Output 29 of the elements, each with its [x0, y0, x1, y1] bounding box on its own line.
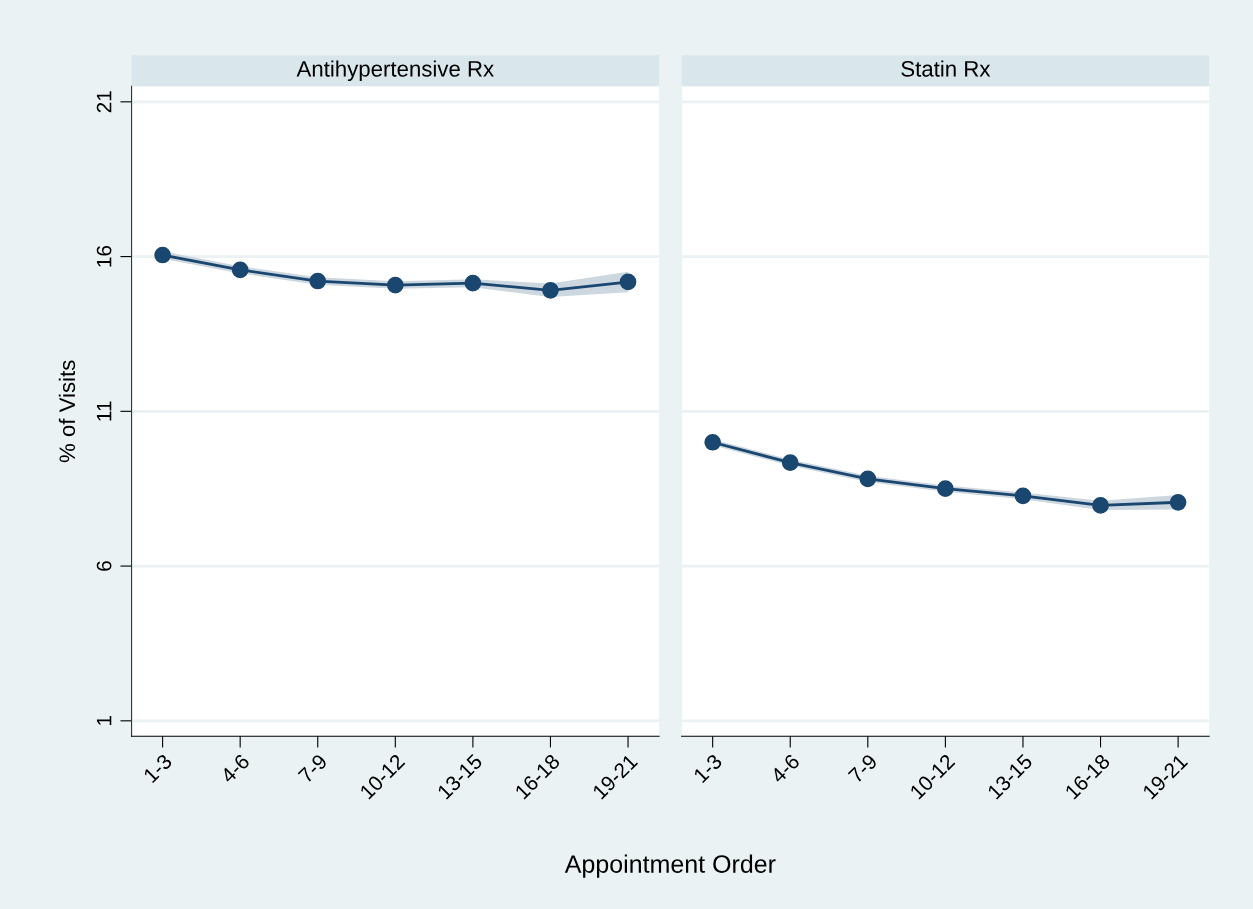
point: [619, 273, 637, 291]
y-tick-label: 21: [96, 91, 112, 113]
point: [231, 261, 249, 279]
y-tick-label: 16: [96, 245, 112, 267]
point: [386, 276, 404, 294]
x-tick-label: 4-6: [219, 753, 251, 785]
chart-title: Antihypertensive Rx: [296, 60, 494, 82]
x-tick-label: 1-3: [692, 753, 723, 784]
x-tick-label: 7-9: [847, 753, 878, 784]
point: [1014, 487, 1032, 505]
point: [781, 454, 799, 472]
y-tick-label: 11: [96, 401, 112, 421]
point: [1169, 493, 1187, 511]
x-tick-label: 1-3: [142, 753, 173, 784]
y-axis-title: % of Visits: [58, 360, 76, 463]
point: [309, 272, 327, 290]
point: [937, 480, 954, 498]
y-tick-label: 6: [96, 561, 112, 571]
x-axis-title: Appointment Order: [564, 854, 776, 878]
point: [859, 470, 877, 488]
x-tick-label: 7-9: [297, 753, 328, 784]
chart-title: Statin Rx: [901, 60, 991, 77]
y-tick-label: 1: [96, 716, 112, 726]
point: [704, 433, 721, 451]
point: [1092, 497, 1109, 514]
point: [464, 274, 482, 292]
x-tick-label: 4-6: [769, 753, 801, 785]
point: [542, 281, 559, 299]
point: [154, 246, 171, 264]
